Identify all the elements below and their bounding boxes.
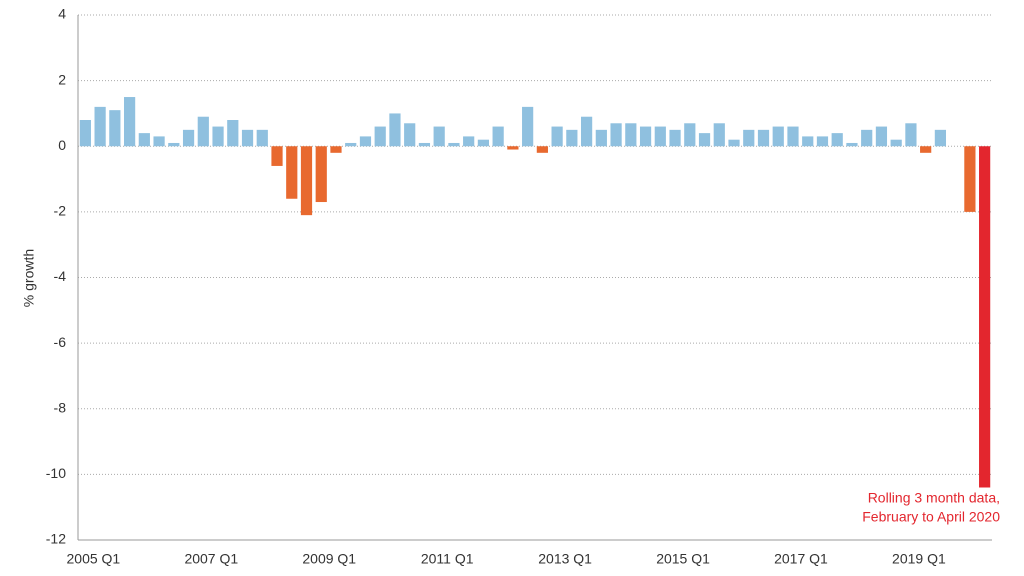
bar: [79, 120, 91, 147]
bar: [522, 106, 534, 147]
x-tick-label: 2013 Q1: [538, 551, 592, 567]
bar: [625, 123, 637, 147]
bar: [728, 139, 740, 147]
x-tick-label: 2011 Q1: [421, 551, 474, 567]
x-tick-label: 2015 Q1: [656, 551, 710, 567]
bar: [654, 126, 666, 147]
bar: [212, 126, 224, 147]
bar: [875, 126, 888, 147]
bar: [536, 146, 548, 153]
bar: [271, 146, 283, 166]
bar: [802, 136, 814, 147]
bar: [404, 123, 416, 147]
bar: [138, 133, 150, 147]
bar: [197, 116, 209, 147]
bar: [551, 126, 563, 147]
y-tick-label: 4: [58, 6, 66, 22]
bar: [934, 129, 947, 147]
bar: [639, 126, 652, 147]
bar: [241, 129, 254, 147]
bar: [463, 136, 475, 147]
y-tick-label: 2: [58, 71, 66, 87]
y-tick-label: -12: [46, 531, 66, 547]
y-tick-label: -2: [54, 203, 67, 219]
bar: [684, 123, 696, 147]
bar: [448, 142, 460, 147]
bar: [227, 120, 239, 147]
bar: [816, 136, 829, 147]
bar: [831, 133, 843, 147]
bar: [433, 126, 445, 147]
bar: [610, 123, 622, 147]
bar: [109, 110, 121, 147]
y-axis-label: % growth: [21, 249, 37, 307]
bar: [979, 146, 991, 488]
bar: [698, 133, 711, 147]
bar: [153, 136, 165, 147]
bar: [168, 142, 180, 147]
x-tick-label: 2017 Q1: [774, 551, 828, 567]
bar: [492, 126, 504, 147]
annotation: Rolling 3 month data,: [868, 490, 1000, 506]
bar: [389, 113, 401, 147]
bar: [920, 146, 932, 153]
y-tick-label: -6: [54, 334, 67, 350]
y-tick-label: -4: [54, 268, 67, 284]
x-tick-label: 2007 Q1: [184, 551, 238, 567]
bar: [359, 136, 372, 147]
bar: [315, 146, 327, 203]
bar: [669, 129, 681, 147]
bar: [757, 129, 770, 147]
x-tick-label: 2005 Q1: [67, 551, 121, 567]
bar: [94, 106, 106, 147]
bar: [787, 126, 799, 147]
bar: [566, 129, 578, 147]
bar: [713, 123, 725, 147]
bar: [595, 129, 607, 147]
bar: [286, 146, 298, 199]
bar: [507, 146, 519, 150]
y-tick-label: -8: [54, 399, 67, 415]
bar: [772, 126, 784, 147]
bar: [418, 142, 431, 147]
annotation: February to April 2020: [862, 509, 1000, 525]
bar: [374, 126, 386, 147]
bar: [743, 129, 755, 147]
bar: [890, 139, 902, 147]
x-tick-label: 2009 Q1: [302, 551, 356, 567]
bar: [477, 139, 490, 147]
y-tick-label: -10: [46, 465, 66, 481]
bar: [330, 146, 342, 153]
bar: [861, 129, 873, 147]
bar: [123, 97, 136, 147]
bar: [905, 123, 917, 147]
bar: [846, 142, 858, 147]
bar: [300, 146, 313, 216]
y-tick-label: 0: [58, 137, 66, 153]
bar: [182, 129, 195, 147]
bar: [964, 146, 976, 212]
bar: [580, 116, 593, 147]
bar: [256, 129, 268, 147]
bar: [345, 142, 357, 147]
x-tick-label: 2019 Q1: [892, 551, 946, 567]
